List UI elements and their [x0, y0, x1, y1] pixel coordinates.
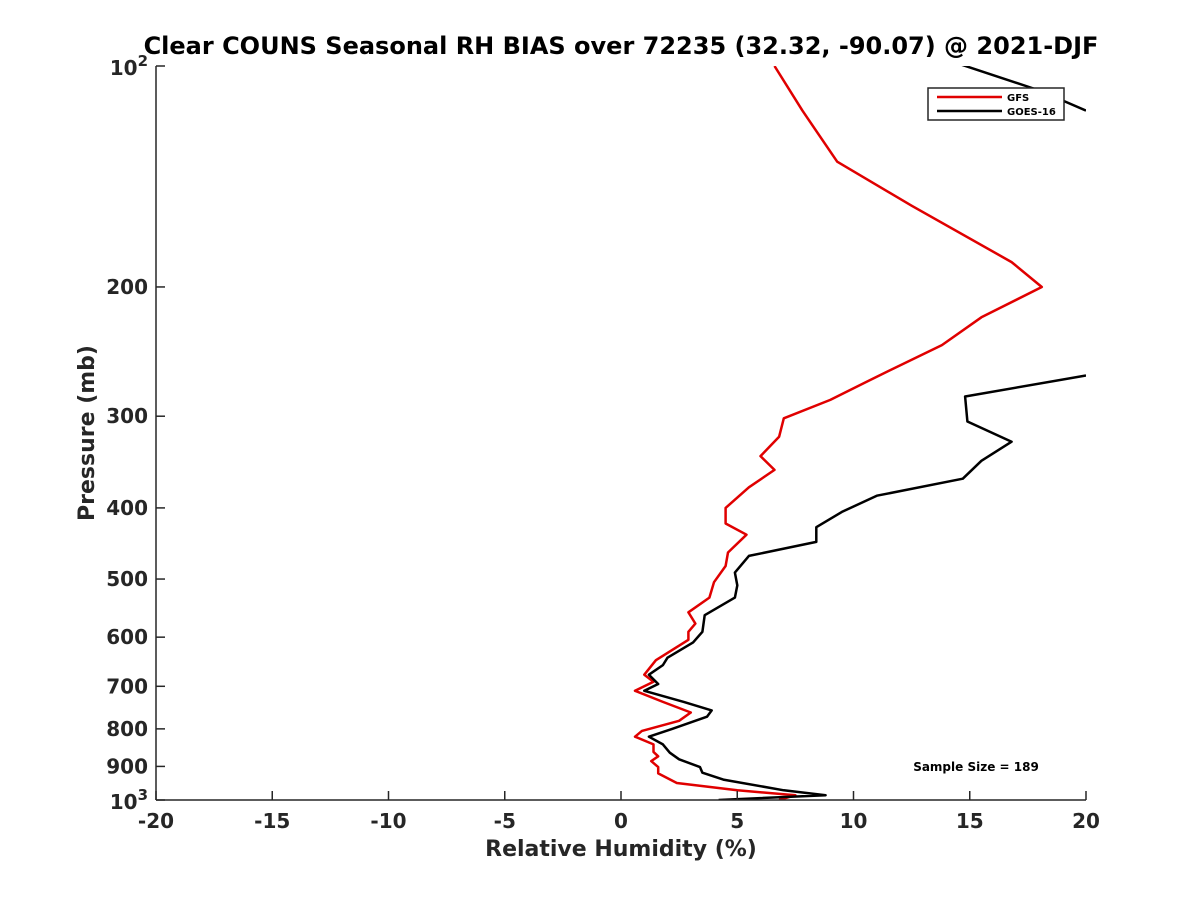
y-tick-label: 400 [106, 496, 148, 520]
x-ticks: -20 -15 -10 -5 0 5 10 15 20 [138, 791, 1100, 833]
x-tick-label: -5 [494, 809, 516, 833]
x-tick-label: 10 [840, 809, 868, 833]
series-layer [633, 66, 1086, 800]
x-tick-label: -10 [370, 809, 406, 833]
legend-label-gfs: GFS [1007, 93, 1029, 104]
x-tick-label: 5 [730, 809, 744, 833]
y-tick-label: 900 [106, 754, 148, 778]
y-tick-label: 600 [106, 625, 148, 649]
y-ticks: 102 200 300 400 500 600 700 800 900 103 [106, 52, 165, 814]
y-tick-label: 103 [110, 786, 148, 814]
series-line-gfs [633, 66, 1044, 800]
y-tick-label: 700 [106, 674, 148, 698]
x-tick-label: -20 [138, 809, 174, 833]
x-axis-title: Relative Humidity (%) [485, 837, 757, 862]
sample-size-annotation: Sample Size = 189 [913, 760, 1039, 774]
series-line-goes-16 [643, 374, 1086, 800]
x-tick-label: 20 [1072, 809, 1100, 833]
y-axis-title: Pressure (mb) [75, 345, 100, 521]
legend: GFS GOES-16 [927, 87, 1065, 121]
x-tick-label: -15 [254, 809, 290, 833]
x-tick-label: 15 [956, 809, 984, 833]
axis-layer [155, 66, 1086, 801]
y-tick-label: 800 [106, 717, 148, 741]
x-tick-label: 0 [614, 809, 628, 833]
y-tick-label: 200 [106, 275, 148, 299]
legend-label-goes-16: GOES-16 [1007, 107, 1056, 118]
y-tick-label: 102 [110, 52, 148, 80]
legend-box [927, 87, 1065, 121]
chart-title: Clear COUNS Seasonal RH BIAS over 72235 … [144, 32, 1099, 60]
y-tick-label: 500 [106, 567, 148, 591]
y-tick-label: 300 [106, 404, 148, 428]
